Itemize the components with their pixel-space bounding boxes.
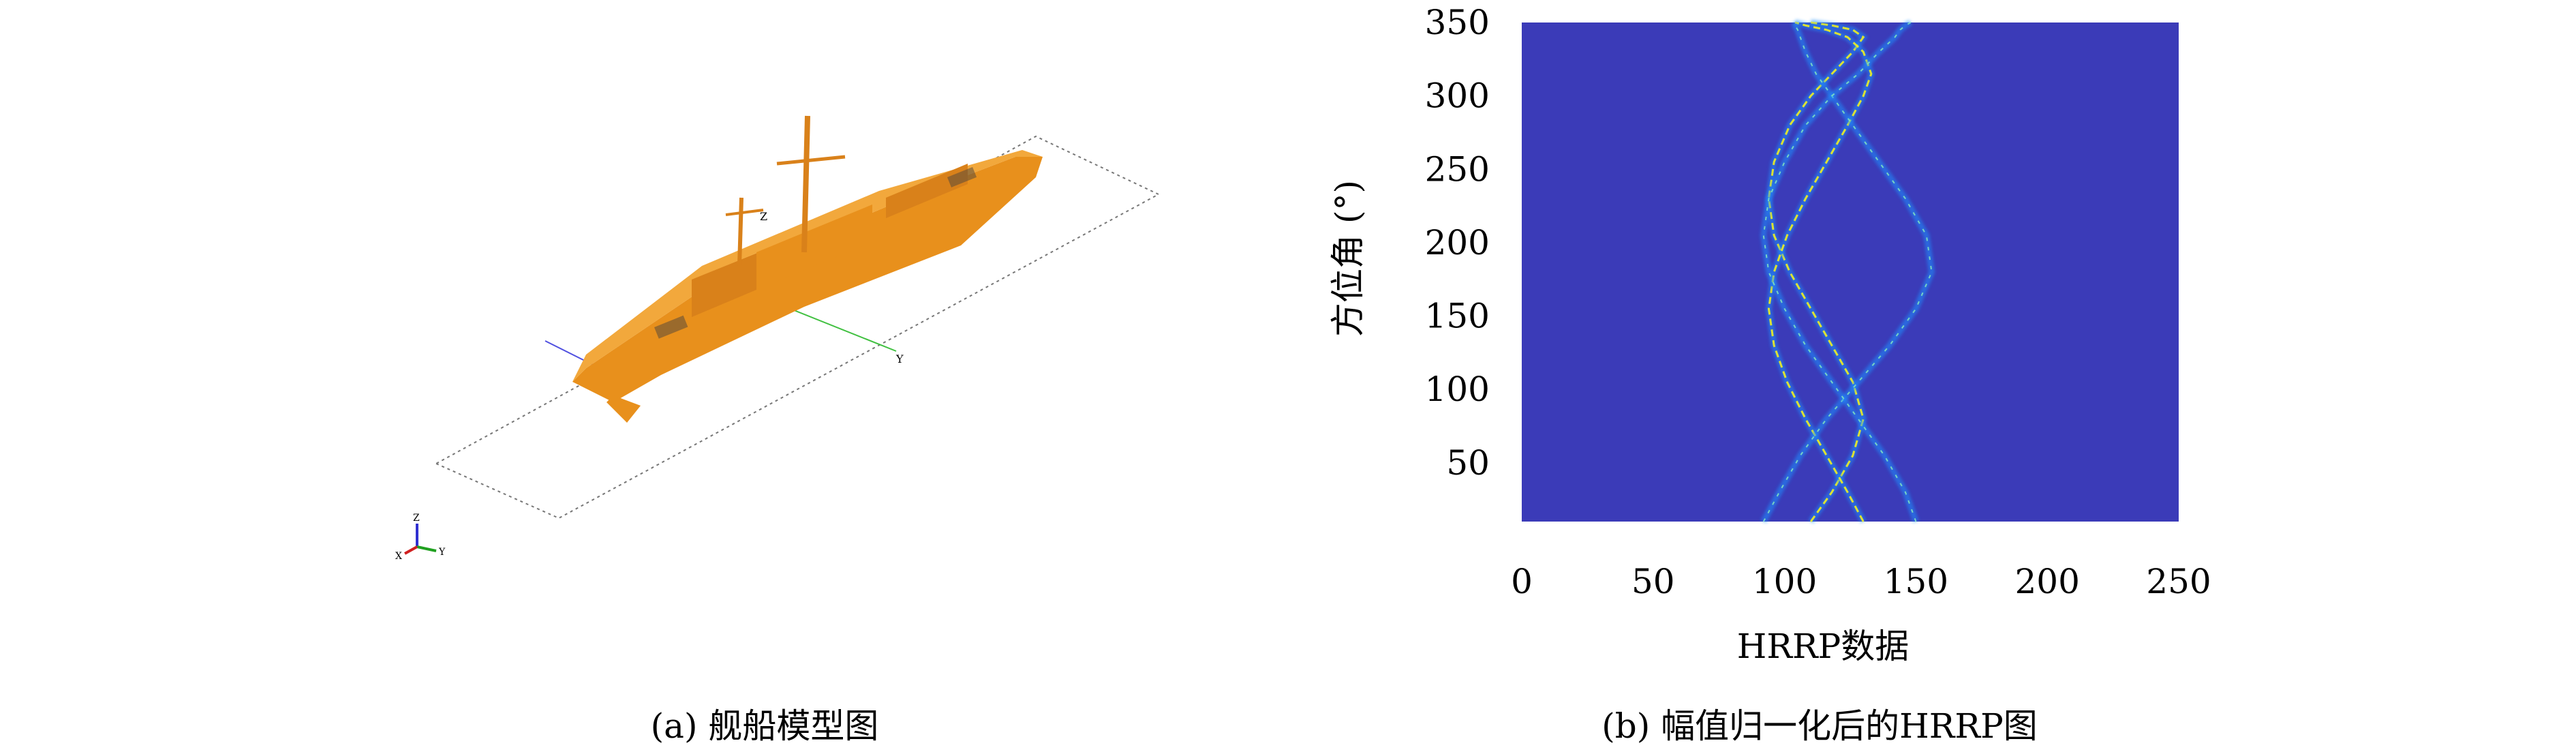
y-tick-label: 350	[1425, 3, 1490, 42]
caption-b: (b) 幅值归一化后的HRRP图	[1601, 706, 2038, 746]
x-axis-label: HRRP数据	[1737, 627, 1910, 666]
superstructure-front	[692, 252, 756, 317]
x-tick-label: 250	[2146, 562, 2211, 601]
ship-model-figure: Y Z Z Y X	[395, 115, 1161, 562]
y-tick-labels: 50 100 150 200 250 300 350	[1425, 3, 1490, 483]
coordinate-triad: Z Y X	[395, 513, 446, 562]
x-tick-label: 150	[1884, 562, 1948, 601]
aft-launcher	[947, 167, 977, 187]
y-axis-label: 方位角 (°)	[1328, 180, 1368, 337]
main-mast	[801, 115, 810, 253]
fore-mast	[737, 197, 743, 267]
fore-mast-yard	[725, 209, 764, 216]
hrrp-curve-2	[1767, 21, 1873, 522]
deck-launcher	[654, 315, 688, 339]
triad-y-label: Y	[438, 547, 446, 558]
bounding-plane	[434, 135, 1161, 520]
ship-model	[572, 115, 1043, 423]
x-tick-label: 200	[2014, 562, 2079, 601]
y-tick-label: 100	[1425, 370, 1490, 409]
y-tick-label: 300	[1425, 76, 1490, 116]
hrrp-curve-3	[1762, 22, 1933, 522]
triad-z-label: Z	[413, 513, 420, 524]
hrrp-curve-4	[1762, 22, 1917, 522]
heatmap-features	[1760, 19, 1935, 524]
caption-a: (a) 舰船模型图	[650, 706, 879, 746]
mast-yard	[776, 155, 846, 166]
axis-y-label: Y	[895, 352, 904, 365]
x-tick-label: 0	[1511, 562, 1533, 601]
x-tick-label: 50	[1631, 562, 1675, 601]
ship-bow	[607, 395, 641, 423]
axis-z-label: Z	[760, 210, 767, 223]
hrrp-chart-panel: 0 50 100 150 200 250 50 100 150 200 250 300 350 HRR…	[1295, 0, 2249, 682]
superstructure-side	[756, 205, 872, 290]
y-tick-label: 250	[1425, 149, 1490, 189]
ship-hull	[572, 157, 1043, 402]
triad-x-label: X	[395, 551, 402, 562]
ship-model-panel: Y Z Z Y X	[382, 82, 1254, 573]
x-tick-label: 100	[1752, 562, 1817, 601]
hrrp-heatmap: 0 50 100 150 200 250 50 100 150 200 250 300 350 HRR…	[1328, 3, 2211, 666]
y-tick-label: 150	[1425, 297, 1490, 336]
y-tick-label: 200	[1425, 223, 1490, 262]
y-axis-line	[776, 303, 897, 352]
hrrp-curve-1	[1767, 21, 1865, 522]
y-tick-label: 50	[1446, 443, 1490, 483]
heatmap-background	[1522, 22, 2179, 522]
x-tick-labels: 0 50 100 150 200 250	[1511, 562, 2211, 601]
